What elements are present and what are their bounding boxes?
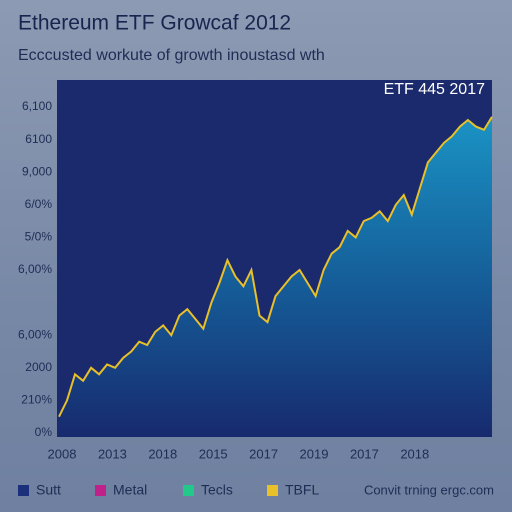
area	[59, 116, 492, 438]
y-tick-label: 210%	[21, 393, 52, 407]
legend-label: TBFL	[285, 482, 319, 498]
legend-swatch	[95, 485, 106, 496]
y-tick-label: 0%	[35, 425, 53, 439]
y-tick-label: 6/0%	[25, 197, 53, 211]
legend-label: Tecls	[201, 482, 233, 498]
x-tick-label: 2018	[148, 446, 177, 461]
chart-title: Ethereum ETF Growcaf 2012	[18, 12, 291, 35]
legend-swatch	[183, 485, 194, 496]
line	[58, 116, 493, 418]
legend-swatch	[267, 485, 278, 496]
x-tick-label: 2019	[300, 446, 329, 461]
y-tick-label: 6,00%	[18, 262, 52, 276]
x-tick-label: 2017	[249, 446, 278, 461]
y-tick-label: 6,00%	[18, 327, 52, 341]
y-tick-label: 6100	[25, 132, 52, 146]
x-tick-label: 2018	[400, 446, 429, 461]
y-tick-label: 5/0%	[25, 230, 53, 244]
legend-label: Metal	[113, 482, 147, 498]
y-tick-label: 6,100	[22, 99, 52, 113]
legend-label: Sutt	[36, 482, 61, 498]
y-tick-label: 2000	[25, 360, 52, 374]
chart-subtitle: Ecccusted workute of growth inoustasd wt…	[18, 47, 325, 64]
x-tick-label: 2008	[48, 446, 77, 461]
x-tick-label: 2015	[199, 446, 228, 461]
y-tick-label: 9,000	[22, 164, 52, 178]
annotation: ETF 445 2017	[384, 81, 486, 98]
footer: Convit trning ergc.com	[364, 482, 494, 497]
x-tick-label: 2017	[350, 446, 379, 461]
x-tick-label: 2013	[98, 446, 127, 461]
legend-swatch	[18, 485, 29, 496]
